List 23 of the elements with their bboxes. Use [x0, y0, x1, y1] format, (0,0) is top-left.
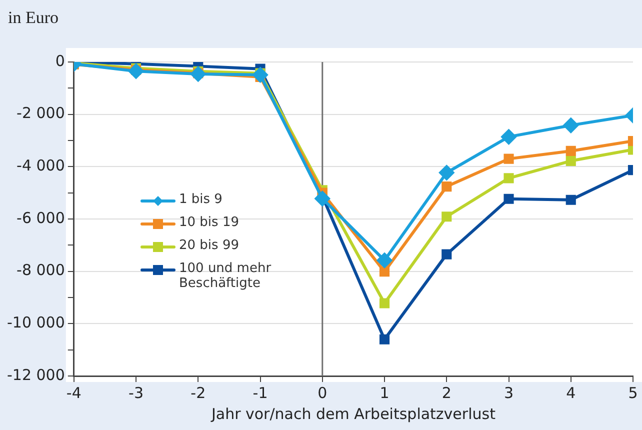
y-tick-label: -6 000	[16, 208, 65, 227]
legend-label: 10 bis 19	[179, 215, 239, 230]
chart-title: in Euro	[8, 8, 59, 28]
x-tick-label: 1	[380, 384, 390, 402]
legend-label: 1 bis 9	[179, 192, 222, 207]
legend-label: 20 bis 99	[179, 238, 239, 253]
x-tick-label: 3	[504, 384, 514, 402]
y-tick-label: -12 000	[6, 366, 65, 384]
y-tick-label: -2 000	[16, 104, 65, 122]
y-tick-label: -4 000	[16, 156, 65, 175]
x-tick-label: 2	[442, 384, 452, 402]
x-tick-label: -1	[252, 384, 268, 402]
x-tick-label: -3	[128, 384, 144, 402]
x-axis-title: Jahr vor/nach dem Arbeitsplatzverlust	[210, 404, 496, 423]
y-tick-label: 0	[55, 52, 65, 70]
x-tick-label: 0	[318, 384, 328, 402]
x-tick-label: -2	[190, 384, 206, 402]
x-tick-label: 4	[566, 384, 576, 402]
y-tick-label: -10 000	[6, 314, 65, 332]
y-tick-label: -8 000	[16, 261, 65, 280]
x-tick-label: -4	[66, 384, 82, 402]
legend-label: 100 und mehr Beschäftigte	[179, 261, 272, 291]
x-tick-label: 5	[628, 384, 638, 402]
